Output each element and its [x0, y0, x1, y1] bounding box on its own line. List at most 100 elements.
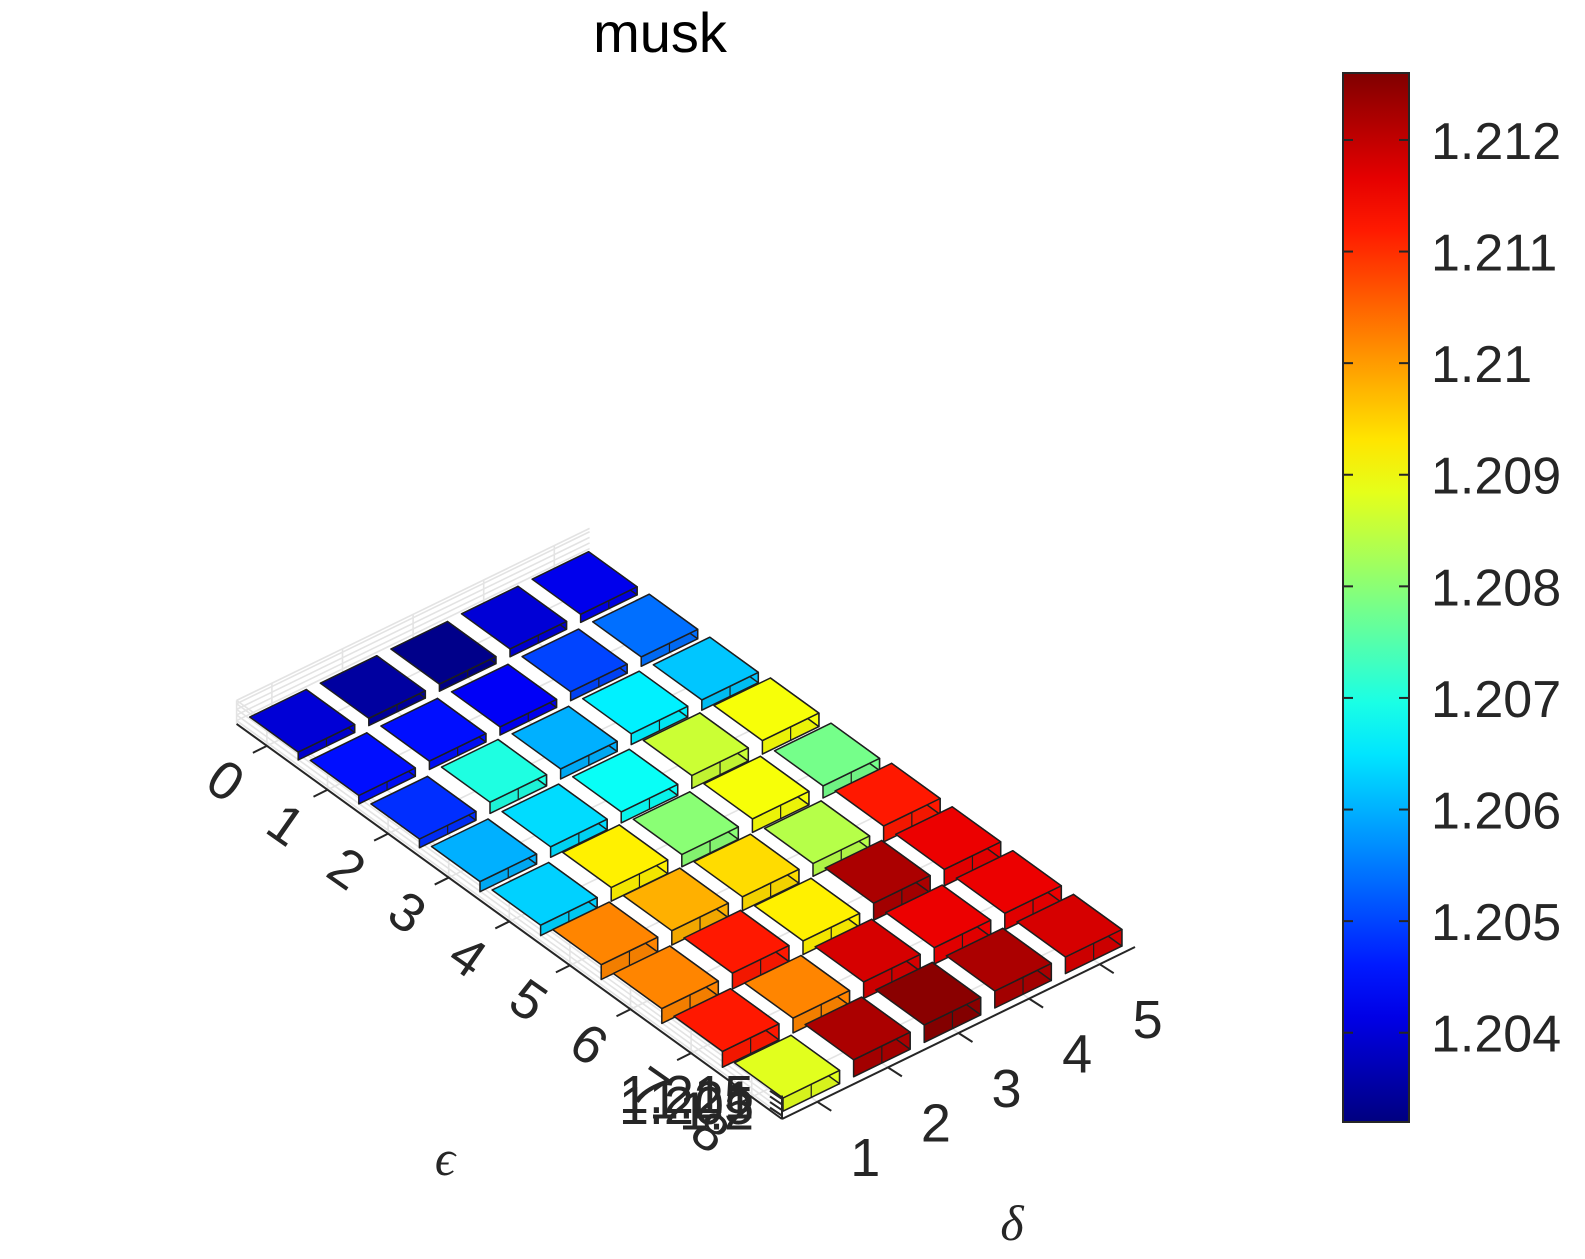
bar: [491, 861, 598, 937]
y-tick: [737, 1096, 753, 1105]
bar: [319, 654, 427, 727]
bar-face-top: [521, 628, 628, 693]
y-tick: [494, 920, 510, 930]
bar-face-top: [460, 585, 568, 650]
bar-face-top: [642, 712, 750, 777]
bar: [460, 585, 568, 658]
bar: [804, 996, 911, 1078]
colorbar-tick-label: 1.211: [1431, 225, 1557, 283]
bar: [874, 961, 982, 1044]
bar-face-top: [773, 722, 881, 787]
x-tick: [816, 1100, 832, 1112]
bar: [248, 688, 356, 761]
bar-face-top: [370, 775, 477, 840]
grid-wall-z: [236, 531, 590, 705]
bar-face-top: [581, 670, 689, 735]
bar-face-top: [824, 839, 931, 904]
bar-face-top: [248, 688, 356, 753]
bar-face-top: [945, 927, 1053, 992]
x-tick: [1099, 963, 1115, 975]
bar-face-top: [450, 663, 558, 728]
bar: [521, 628, 628, 702]
x-axis-label: δ: [1000, 1195, 1024, 1251]
bar: [571, 748, 679, 824]
bar-face-top: [804, 996, 911, 1061]
bar: [390, 620, 497, 692]
bar-face-top: [743, 954, 851, 1019]
bar-face-top: [894, 806, 1002, 871]
bar-face-top: [733, 1034, 841, 1099]
bar: [612, 945, 720, 1025]
y-tick: [313, 788, 328, 798]
bar: [380, 697, 487, 771]
x-tick: [1028, 997, 1044, 1009]
x-tick-label: 4: [1062, 1025, 1092, 1085]
grid-top-edge: [236, 527, 590, 702]
y-tick-label: 3: [378, 880, 437, 946]
x-tick-label: 2: [921, 1093, 951, 1153]
colorbar-tick-label: 1.21: [1431, 336, 1532, 394]
bar: [551, 901, 659, 981]
bar: [733, 1034, 841, 1112]
chart-title: musk: [593, 1, 728, 64]
y-tick: [555, 964, 571, 974]
y-tick-label: 4: [438, 924, 497, 990]
grid-wall-z: [236, 542, 590, 716]
y-tick: [676, 1052, 692, 1062]
bar-face-top: [319, 654, 427, 720]
bar-face-top: [309, 732, 417, 797]
bar-face-top: [814, 918, 921, 983]
z-tick-label: 1.2: [679, 1082, 754, 1142]
z-tick: [769, 1106, 783, 1117]
y-tick: [373, 832, 389, 842]
bar: [531, 550, 638, 624]
bar-face-top: [713, 677, 820, 742]
x-tick: [887, 1066, 903, 1078]
bar-face-top: [591, 593, 699, 658]
colorbar-tick-label: 1.208: [1431, 559, 1561, 617]
bar: [561, 824, 669, 902]
bar-face-top: [703, 755, 810, 820]
bar: [955, 849, 1063, 931]
bar: [642, 712, 750, 790]
bar: [773, 722, 881, 799]
bar-face-top: [491, 861, 598, 926]
y-tick-label: 0: [196, 748, 255, 814]
colorbar-tick-label: 1.212: [1431, 113, 1561, 171]
bar-face-top: [763, 800, 871, 865]
bars-layer: [248, 550, 1123, 1112]
bar: [753, 877, 861, 956]
bar: [814, 918, 921, 1000]
y-tick-label: 1: [256, 792, 315, 858]
bar: [591, 593, 699, 668]
bar-face-top: [753, 877, 861, 942]
bar: [743, 954, 851, 1034]
y-tick: [616, 1008, 631, 1018]
bar: [370, 775, 477, 849]
bar: [894, 806, 1002, 887]
colorbar-tick-label: 1.205: [1431, 894, 1561, 952]
bar-face-top: [440, 738, 548, 803]
bar-face-top: [622, 867, 730, 932]
bar-face-top: [531, 550, 638, 616]
z-tick: [769, 1101, 783, 1111]
y-axis-label: ϵ: [435, 1130, 457, 1186]
bar-face-top: [380, 697, 487, 762]
colorbar-tick-label: 1.207: [1431, 671, 1561, 729]
x-tick-label: 1: [850, 1128, 880, 1188]
colorbar: 1.204 1.205 1.206 1.207 1.208 1.209 1.21 1.211 1…: [1342, 72, 1561, 1123]
bar-face-top: [501, 783, 608, 848]
bar-face-top: [652, 636, 760, 701]
bar-face-top: [571, 748, 679, 813]
colorbar-tick-label: 1.206: [1431, 783, 1561, 841]
y-tick: [434, 876, 450, 886]
bar: [622, 867, 730, 946]
bar: [632, 791, 740, 868]
x-tick-label: 5: [1133, 990, 1163, 1050]
z-tick-label: 1.21: [649, 1070, 754, 1130]
bar: [511, 705, 618, 780]
bar-face-top: [884, 884, 992, 949]
bar-face-top: [693, 833, 800, 898]
